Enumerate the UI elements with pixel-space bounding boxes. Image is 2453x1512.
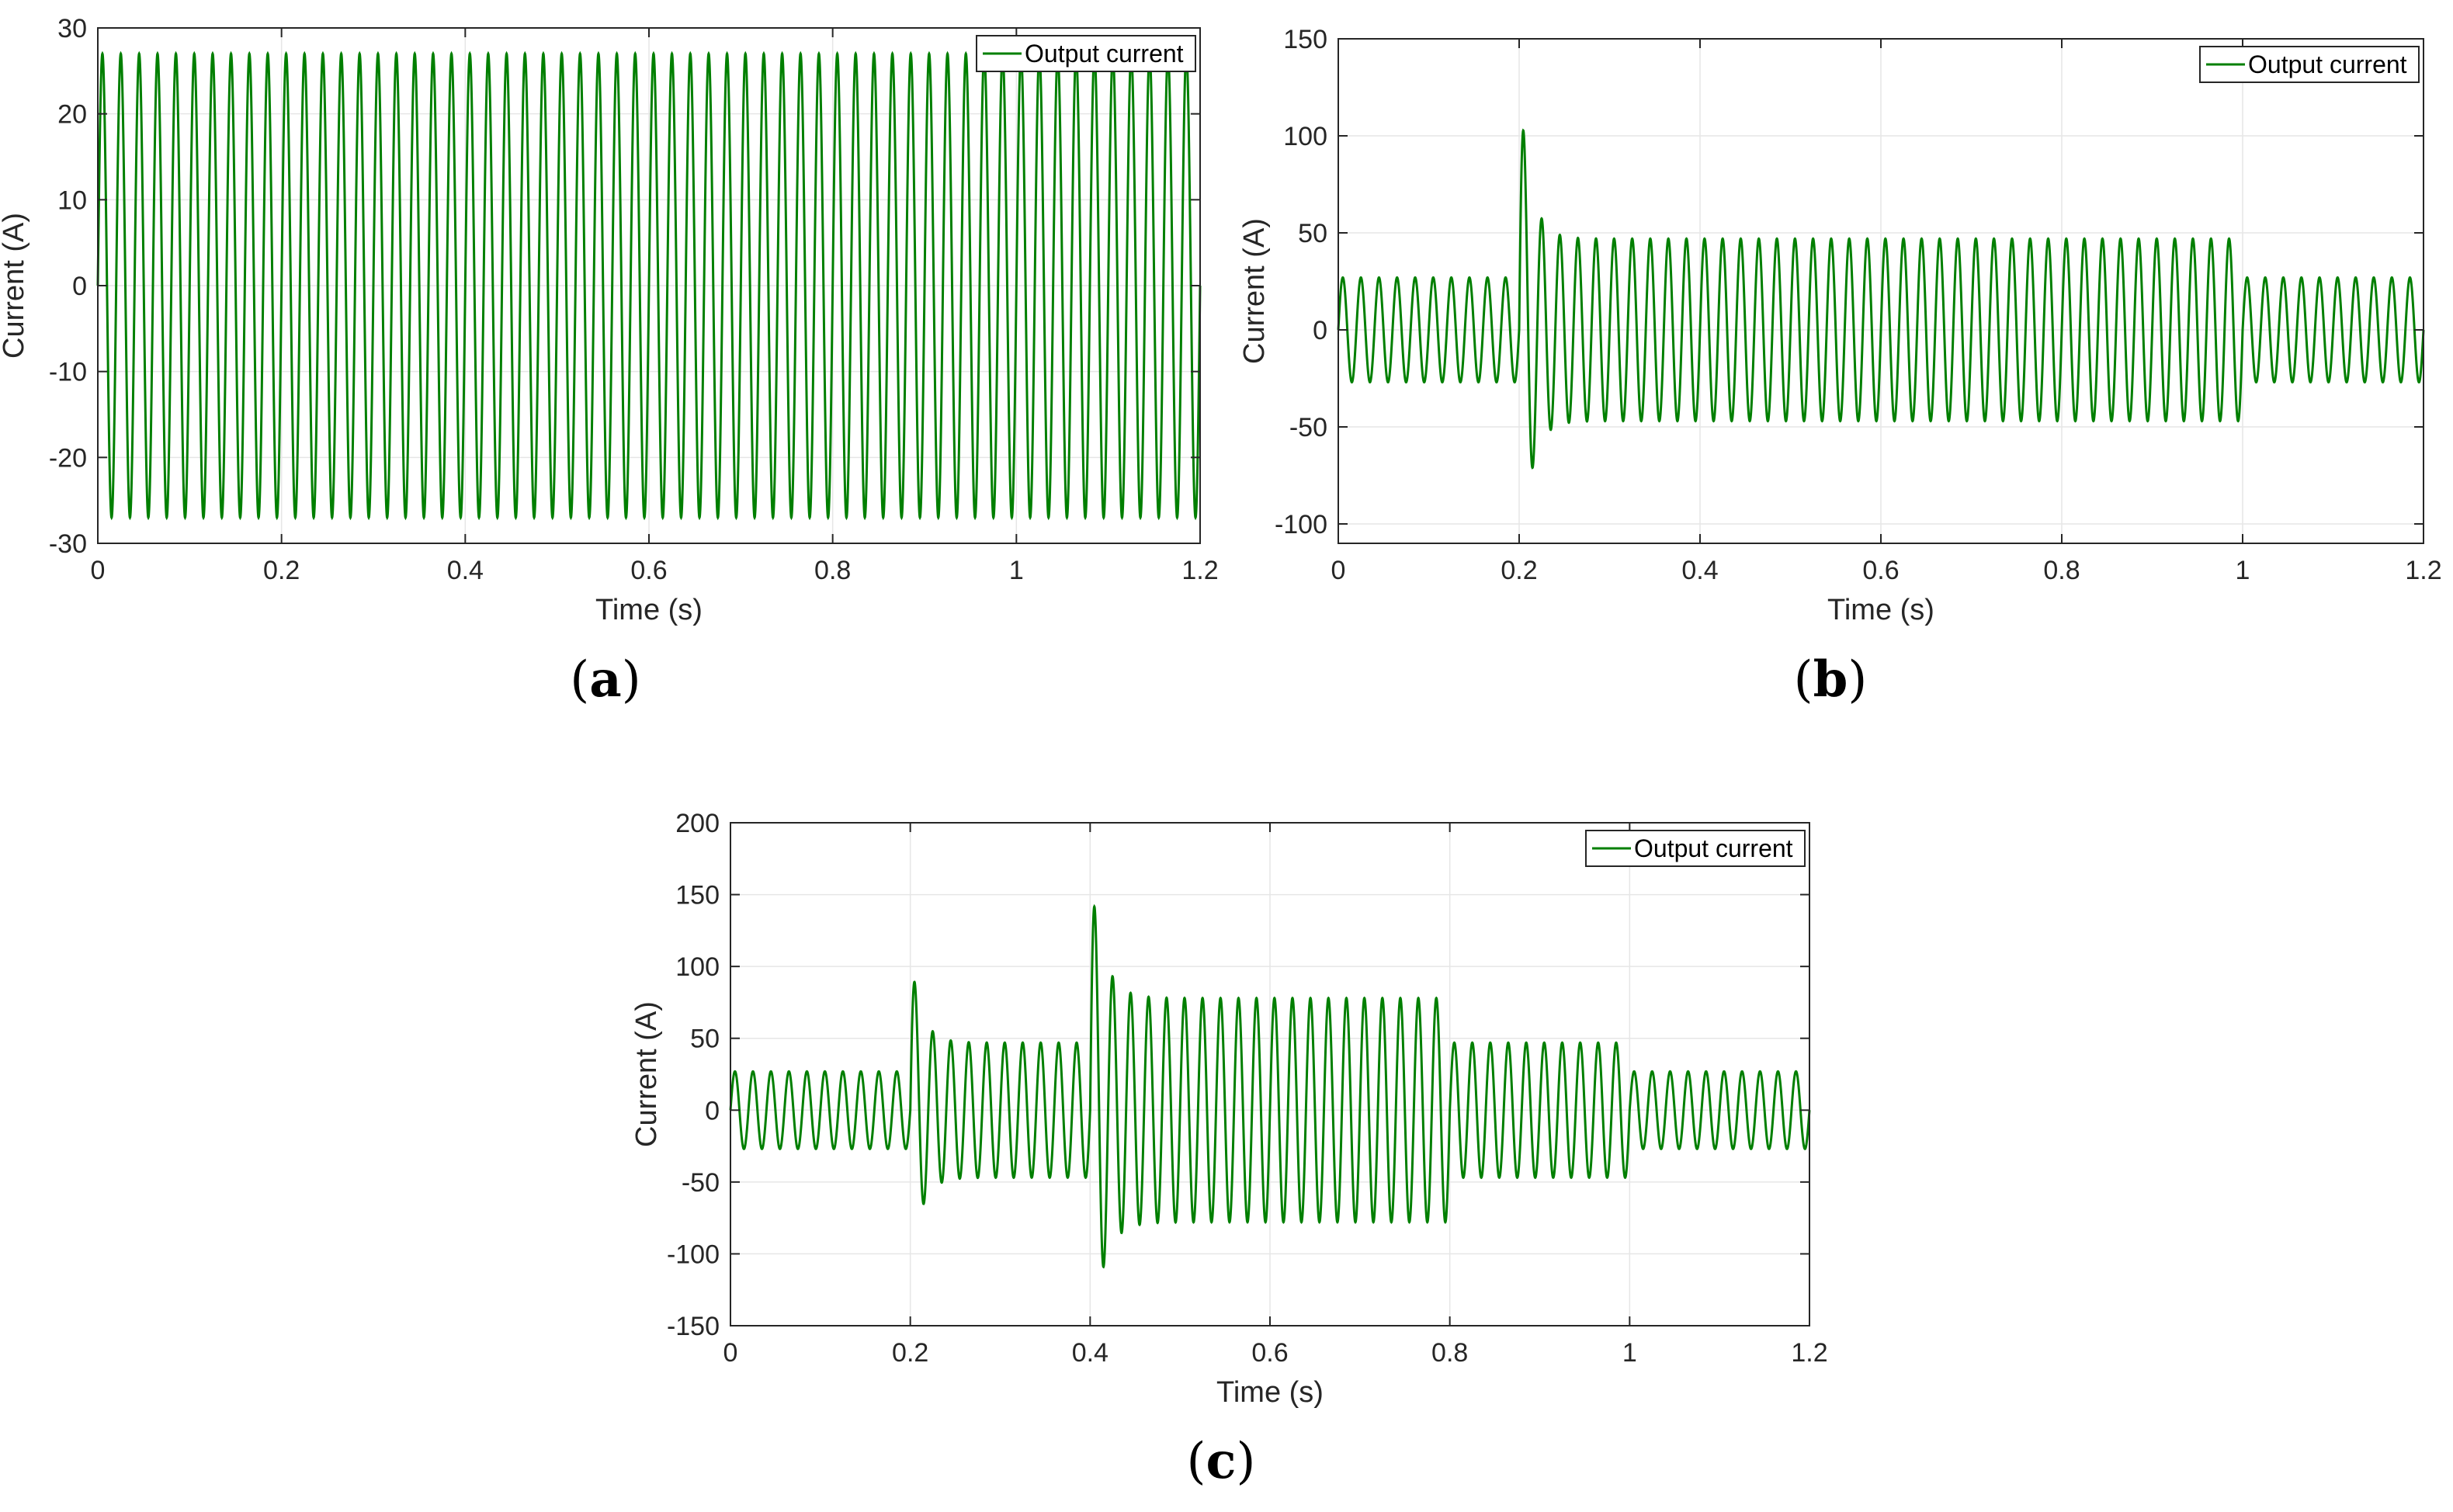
legend-label-c: Output current <box>1634 834 1793 862</box>
x-tick-label-c-6: 1.2 <box>1791 1338 1827 1368</box>
y-ticks-a: 30 20 10 0 -10 -20 -30 <box>49 14 1200 559</box>
y-tick-label-c-0: 200 <box>675 809 720 838</box>
y-tick-label-c-7: -150 <box>667 1312 720 1341</box>
x-tick-label-b-3: 0.6 <box>1862 556 1899 585</box>
y-tick-label-b-3: 0 <box>1313 316 1327 345</box>
legend-label-a: Output current <box>1025 40 1184 68</box>
x-tick-label-a-4: 0.8 <box>814 556 851 585</box>
x-axis-label-c: Time (s) <box>1216 1376 1324 1409</box>
x-ticks-b: 0 0.2 0.4 0.6 0.8 1 1.2 <box>1331 39 2442 585</box>
x-tick-label-c-4: 0.8 <box>1431 1338 1468 1368</box>
plot-area-a <box>96 50 1202 521</box>
x-tick-label-c-3: 0.6 <box>1251 1338 1288 1368</box>
x-tick-label-c-1: 0.2 <box>892 1338 928 1368</box>
y-ticks-b: 150 100 50 0 -50 -100 <box>1275 25 2424 539</box>
y-tick-label-b-2: 50 <box>1298 219 1327 248</box>
legend-b: Output current <box>2199 46 2420 83</box>
x-tick-label-a-2: 0.4 <box>447 556 484 585</box>
y-tick-label-c-3: 50 <box>690 1025 720 1054</box>
y-tick-label-b-1: 100 <box>1283 122 1327 151</box>
y-axis-label-a: Current (A) <box>0 213 30 359</box>
y-tick-label-b-0: 150 <box>1283 25 1327 54</box>
legend-c: Output current <box>1585 830 1806 867</box>
y-tick-label-c-2: 100 <box>675 952 720 982</box>
x-tick-label-b-0: 0 <box>1331 556 1346 585</box>
x-ticks-c: 0 0.2 0.4 0.6 0.8 1 1.2 <box>723 823 1828 1368</box>
caption-c: (c) <box>1186 1432 1256 1490</box>
plot-area-b <box>1337 128 2425 470</box>
legend-label-b: Output current <box>2248 50 2407 78</box>
x-tick-label-c-2: 0.4 <box>1072 1338 1109 1368</box>
y-axis-label-b: Current (A) <box>1238 218 1271 364</box>
y-tick-label-c-1: 150 <box>675 881 720 910</box>
y-tick-label-b-4: -50 <box>1289 413 1327 442</box>
x-axis-label-b: Time (s) <box>1827 594 1934 626</box>
y-tick-label-a-4: -10 <box>49 358 87 387</box>
y-tick-label-a-0: 30 <box>57 14 87 43</box>
output-current-line-b <box>1337 128 2425 470</box>
y-tick-label-a-1: 20 <box>57 100 87 130</box>
output-current-line-c <box>729 903 1811 1269</box>
x-axis-label-a: Time (s) <box>595 594 703 626</box>
x-tick-label-c-5: 1 <box>1622 1338 1637 1368</box>
x-ticks-a: 0 0.2 0.4 0.6 0.8 1 1.2 <box>91 28 1219 585</box>
y-tick-label-a-6: -30 <box>49 529 87 559</box>
caption-a: (a) <box>570 650 641 709</box>
output-current-line-a <box>96 50 1202 521</box>
y-tick-label-a-5: -20 <box>49 443 87 473</box>
y-ticks-c: 200 150 100 50 0 -50 -100 -150 <box>667 809 1809 1341</box>
x-tick-label-a-1: 0.2 <box>263 556 300 585</box>
y-tick-label-c-5: -50 <box>682 1168 720 1198</box>
plot-area-c <box>729 903 1811 1269</box>
x-tick-label-b-1: 0.2 <box>1501 556 1537 585</box>
x-tick-label-a-0: 0 <box>91 556 106 585</box>
y-tick-label-c-6: -100 <box>667 1240 720 1269</box>
y-tick-label-a-2: 10 <box>57 186 87 215</box>
y-tick-label-a-3: 0 <box>72 272 87 301</box>
x-tick-label-a-6: 1.2 <box>1181 556 1218 585</box>
y-tick-label-c-4: 0 <box>705 1096 720 1125</box>
x-tick-label-b-4: 0.8 <box>2043 556 2080 585</box>
x-tick-label-a-5: 1 <box>1009 556 1024 585</box>
legend-a: Output current <box>976 35 1196 72</box>
caption-b: (b) <box>1793 650 1868 709</box>
y-tick-label-b-5: -100 <box>1275 510 1327 539</box>
x-tick-label-b-2: 0.4 <box>1681 556 1718 585</box>
x-tick-label-b-5: 1 <box>2236 556 2250 585</box>
x-tick-label-a-3: 0.6 <box>630 556 667 585</box>
x-tick-label-b-6: 1.2 <box>2405 556 2441 585</box>
x-tick-label-c-0: 0 <box>723 1338 738 1368</box>
y-axis-label-c: Current (A) <box>630 1001 663 1147</box>
